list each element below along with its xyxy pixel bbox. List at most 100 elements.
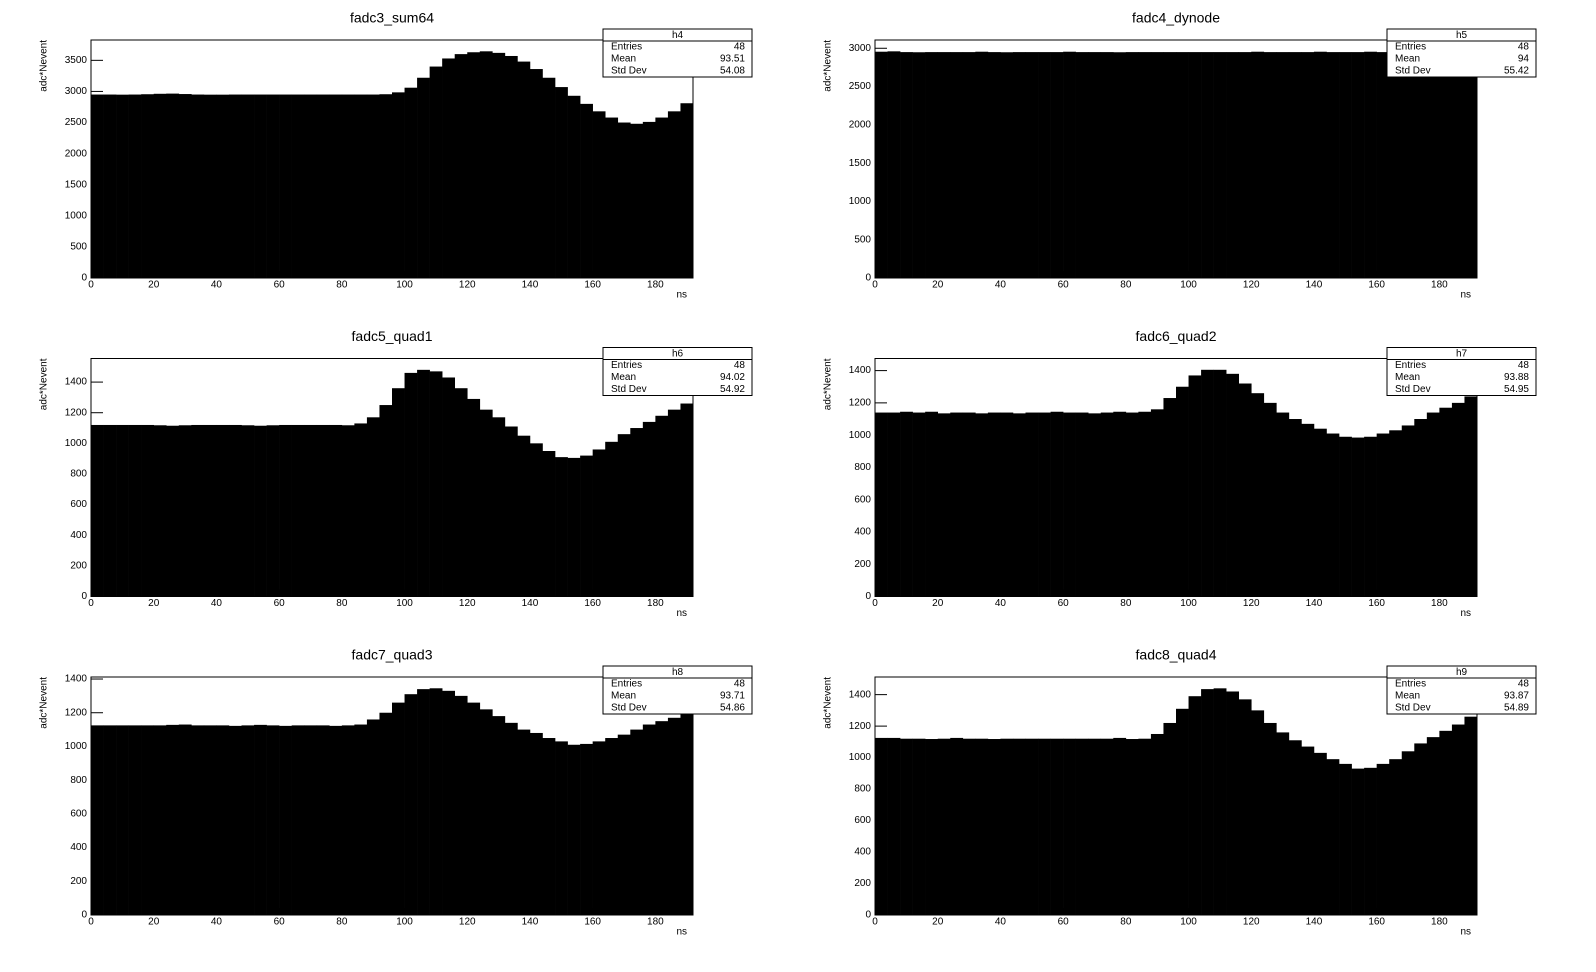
bar [937,413,951,597]
plot-frame [874,39,1478,279]
bar [975,413,989,597]
bar [1075,738,1089,915]
x-tick-label: 120 [459,598,476,609]
stats-value: 48 [1518,360,1530,371]
bar [1088,738,1102,915]
y-tick-label: 1000 [65,438,88,449]
bar [316,424,330,597]
stats-label: Std Dev [1395,66,1431,77]
stats-label: Std Dev [1395,384,1431,395]
x-tick-label: 100 [1180,917,1197,928]
bar [900,738,913,915]
bar [1000,738,1014,915]
stats-label: Entries [611,360,642,371]
bar [1439,730,1453,915]
bar [567,744,581,915]
x-tick-label: 80 [336,280,348,291]
bar [975,51,989,278]
bar [467,702,481,915]
x-tick-label: 60 [274,598,286,609]
bar [517,729,531,915]
bar [1226,373,1240,597]
bar [1125,412,1139,597]
y-axis-label: adc*Nevent [39,40,50,92]
bar [1339,436,1352,597]
bar [1351,52,1365,279]
stats-box [602,28,753,78]
bar [1100,738,1114,915]
x-tick-label: 140 [1306,280,1323,291]
x-tick-label: 0 [88,917,94,928]
stats-label: Std Dev [611,384,647,395]
bar [875,412,888,597]
bar [504,722,518,915]
bar [417,77,430,279]
bar [266,725,280,915]
bar [529,732,543,915]
stats-value: 93.87 [1504,691,1529,702]
bar [1188,52,1202,279]
bar [630,428,644,597]
bar [1226,52,1240,279]
x-tick-label: 20 [148,598,160,609]
x-tick-label: 180 [647,917,664,928]
y-tick-label: 200 [70,876,87,887]
bar [1376,52,1390,279]
bar [291,94,305,278]
bar [1113,52,1127,278]
stats-title: h7 [1456,349,1468,360]
bar [1012,738,1026,915]
bar [1301,52,1315,279]
bar [479,51,493,278]
bar [1012,52,1026,279]
chart-title: fadc5_quad1 [352,328,433,344]
x-tick-label: 140 [522,917,539,928]
bar [354,423,368,597]
bar [1000,412,1014,597]
y-tick-label: 1000 [849,196,872,207]
bar [1138,738,1152,915]
bar [1000,52,1014,278]
bar [341,725,355,915]
x-tick-label: 60 [1058,280,1070,291]
bar [103,94,117,278]
bar [1339,763,1352,915]
x-axis-label: ns [676,927,687,938]
bar [1063,412,1076,597]
bar [962,52,976,279]
bar [875,737,888,915]
bar [1125,739,1139,915]
y-tick-label: 400 [70,530,87,541]
x-tick-label: 180 [1431,280,1448,291]
bar [592,111,606,278]
bar [191,94,205,278]
bar [1276,52,1290,279]
plot-frame [90,39,694,279]
plot-frame [874,358,1478,597]
y-tick-label: 1400 [65,377,88,388]
y-axis-label: adc*Nevent [39,358,50,410]
bar [1263,722,1277,915]
bar [103,424,117,597]
bar [454,54,468,278]
bar [1100,52,1114,279]
stats-label: Std Dev [611,66,647,77]
bar [442,377,456,597]
bar [617,434,631,597]
bar [1176,386,1189,597]
stats-value: 48 [734,42,746,53]
bar [1251,710,1265,915]
stats-value: 55.42 [1504,66,1529,77]
y-tick-label: 1500 [65,179,88,190]
stats-box [602,665,753,715]
bar [467,52,481,278]
x-axis-label: ns [1460,927,1471,938]
bar [529,443,543,597]
bar [1188,696,1202,915]
bar [1150,409,1164,597]
stats-title: h5 [1456,30,1468,41]
bar [887,412,901,597]
y-tick-label: 1200 [65,407,88,418]
bar [962,738,976,915]
x-tick-label: 80 [1120,280,1132,291]
